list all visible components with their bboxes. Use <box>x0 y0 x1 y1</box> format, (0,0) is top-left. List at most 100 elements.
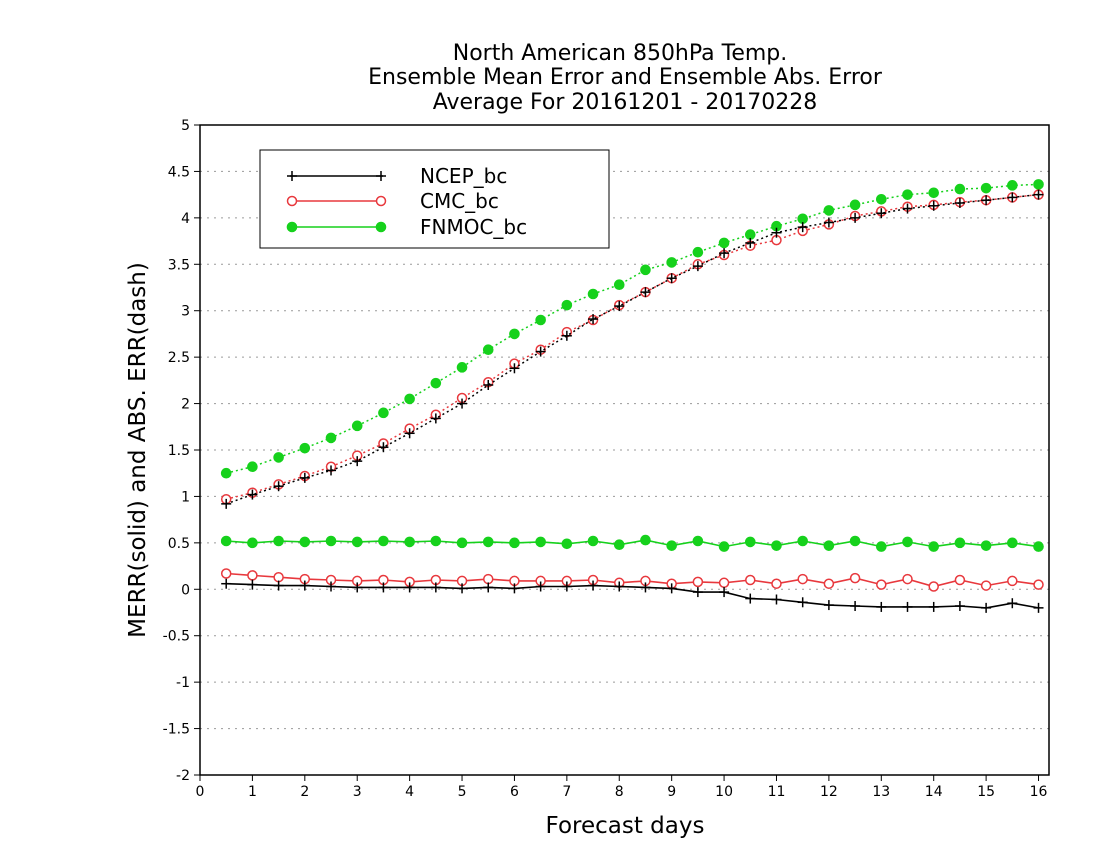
x-tick-label: 5 <box>458 784 467 800</box>
y-tick-label: 4 <box>181 211 190 227</box>
y-tick-label: 2 <box>181 397 190 413</box>
series-ncep-bc-merr-point <box>797 597 808 608</box>
series-fnmoc-bc-abs-err-point <box>482 344 494 356</box>
x-tick-label: 4 <box>405 784 414 800</box>
series-ncep-bc-merr-line <box>226 582 1039 609</box>
legend-marker-end-ncep-bc <box>376 171 386 181</box>
series-ncep-bc-merr-point <box>771 594 782 605</box>
series-fnmoc-bc-merr-point <box>430 535 442 547</box>
series-ncep-bc-merr-point <box>588 580 599 591</box>
series-fnmoc-bc-merr-point <box>954 537 966 549</box>
series-fnmoc-bc-abs-err-point <box>1007 180 1018 191</box>
series-fnmoc-bc-abs-err-point <box>902 189 913 200</box>
series-ncep-bc-abs-err-point <box>1033 189 1044 200</box>
series-fnmoc-bc-abs-err-point <box>299 442 311 454</box>
series-cmc-bc-merr-point <box>692 576 704 588</box>
series-ncep-bc-merr-point <box>483 582 494 593</box>
x-tick-label: 16 <box>1030 784 1048 800</box>
series-fnmoc-bc-merr-point <box>482 536 494 548</box>
series-ncep-bc-abs-err-point <box>928 200 939 211</box>
series-fnmoc-bc-abs-err-point <box>954 183 966 195</box>
series-fnmoc-bc-merr-point <box>404 536 415 548</box>
series-fnmoc-bc-abs-err-point <box>404 393 415 405</box>
series-ncep-bc-merr-point <box>273 580 284 591</box>
series-ncep-bc-merr-point <box>561 581 572 592</box>
x-tick-label: 14 <box>925 784 943 800</box>
series-ncep-bc-merr-point <box>902 601 913 612</box>
series-cmc-bc-merr-point <box>718 577 730 589</box>
series-fnmoc-bc-abs-err-point <box>456 362 468 373</box>
series-fnmoc-bc-merr-point <box>1007 537 1018 549</box>
series-fnmoc-bc-abs-err-point <box>351 420 363 432</box>
series-fnmoc-bc-merr-point <box>718 541 730 552</box>
chart-title-line-1: North American 850hPa Temp. <box>453 41 788 66</box>
series-cmc-bc-merr-point <box>823 578 835 589</box>
series-cmc-bc-merr-point <box>928 581 939 592</box>
series-fnmoc-bc-abs-err-point <box>666 257 677 268</box>
series-fnmoc-bc-merr-point <box>1033 541 1044 552</box>
series-ncep-bc-merr-point <box>745 593 756 604</box>
series-fnmoc-bc-abs-err-point <box>430 377 442 389</box>
x-tick-label: 3 <box>353 784 362 800</box>
series-fnmoc-bc-abs-err-point <box>325 432 337 444</box>
legend-marker-end-cmc-bc <box>375 195 387 207</box>
legend-box <box>259 149 610 249</box>
series-fnmoc-bc-merr-point <box>325 535 337 547</box>
x-tick-label: 8 <box>615 784 624 800</box>
chart-title-line-3: Average For 20161201 - 20170228 <box>433 90 818 115</box>
series-ncep-bc-merr-point <box>640 582 651 593</box>
series-fnmoc-bc-merr-point <box>823 540 835 551</box>
series-ncep-bc-abs-err-point <box>535 346 546 357</box>
series-cmc-bc-merr-point <box>849 572 861 584</box>
series-cmc-bc-merr-point <box>954 574 966 586</box>
series-ncep-bc-abs-err-point <box>719 248 730 259</box>
series-ncep-bc-merr-point <box>1007 598 1018 609</box>
series-ncep-bc-abs-err-point <box>273 481 284 492</box>
series-ncep-bc-merr-point <box>1033 602 1044 613</box>
series-fnmoc-bc-merr-point <box>928 541 940 552</box>
series-ncep-bc-abs-err-point <box>823 217 834 228</box>
y-tick-label: -2 <box>176 768 190 784</box>
series-fnmoc-bc-abs-err-point <box>718 237 730 249</box>
legend-label-ncep-bc: NCEP_bc <box>420 164 507 188</box>
series-cmc-bc-merr-point <box>220 568 232 579</box>
series-ncep-bc-abs-err-point <box>561 330 572 341</box>
series-ncep-bc-merr-point <box>954 601 965 611</box>
x-tick-label: 2 <box>300 784 309 800</box>
series-fnmoc-bc-merr-point <box>587 535 599 547</box>
x-tick-label: 9 <box>667 784 676 800</box>
y-tick-label: 1.5 <box>168 443 190 459</box>
x-tick-label: 1 <box>248 784 257 800</box>
y-tick-label: -1 <box>176 675 190 691</box>
y-tick-label: 5 <box>181 118 190 134</box>
series-fnmoc-bc-merr-point <box>744 536 756 548</box>
series-ncep-bc-merr-point <box>981 602 992 613</box>
series-cmc-bc-merr-point <box>1007 575 1018 587</box>
series-ncep-bc-abs-err-point <box>797 222 808 233</box>
series-fnmoc-bc-abs-err-point <box>875 193 887 205</box>
series-ncep-bc-abs-err-point <box>588 314 599 325</box>
y-tick-label: 2.5 <box>168 350 190 366</box>
series-fnmoc-bc-merr-point <box>220 535 232 547</box>
series-ncep-bc-merr-point <box>352 582 363 593</box>
series-cmc-bc-abs-err-line <box>226 193 1039 500</box>
series-ncep-bc-abs-err-point <box>430 413 441 424</box>
series-fnmoc-bc-abs-err-point <box>509 328 520 340</box>
series-ncep-bc-merr-point <box>457 583 468 594</box>
y-tick-label: 4.5 <box>168 164 190 180</box>
series-fnmoc-bc-merr-point <box>692 535 704 547</box>
series-fnmoc-bc-abs-err-point <box>220 467 232 479</box>
series-fnmoc-bc-merr-point <box>771 540 782 551</box>
series-ncep-bc-merr-point <box>430 582 441 593</box>
series-ncep-bc-abs-err-point <box>981 195 992 206</box>
legend-marker-end-fnmoc-bc <box>375 221 387 233</box>
series-cmc-bc-merr-point <box>797 573 808 585</box>
legend-marker-start-cmc-bc <box>286 195 298 207</box>
series-ncep-bc-abs-err-point <box>692 261 703 272</box>
x-tick-label: 15 <box>977 784 995 800</box>
series-fnmoc-bc-abs-err-point <box>640 264 651 276</box>
x-tick-label: 13 <box>872 784 890 800</box>
